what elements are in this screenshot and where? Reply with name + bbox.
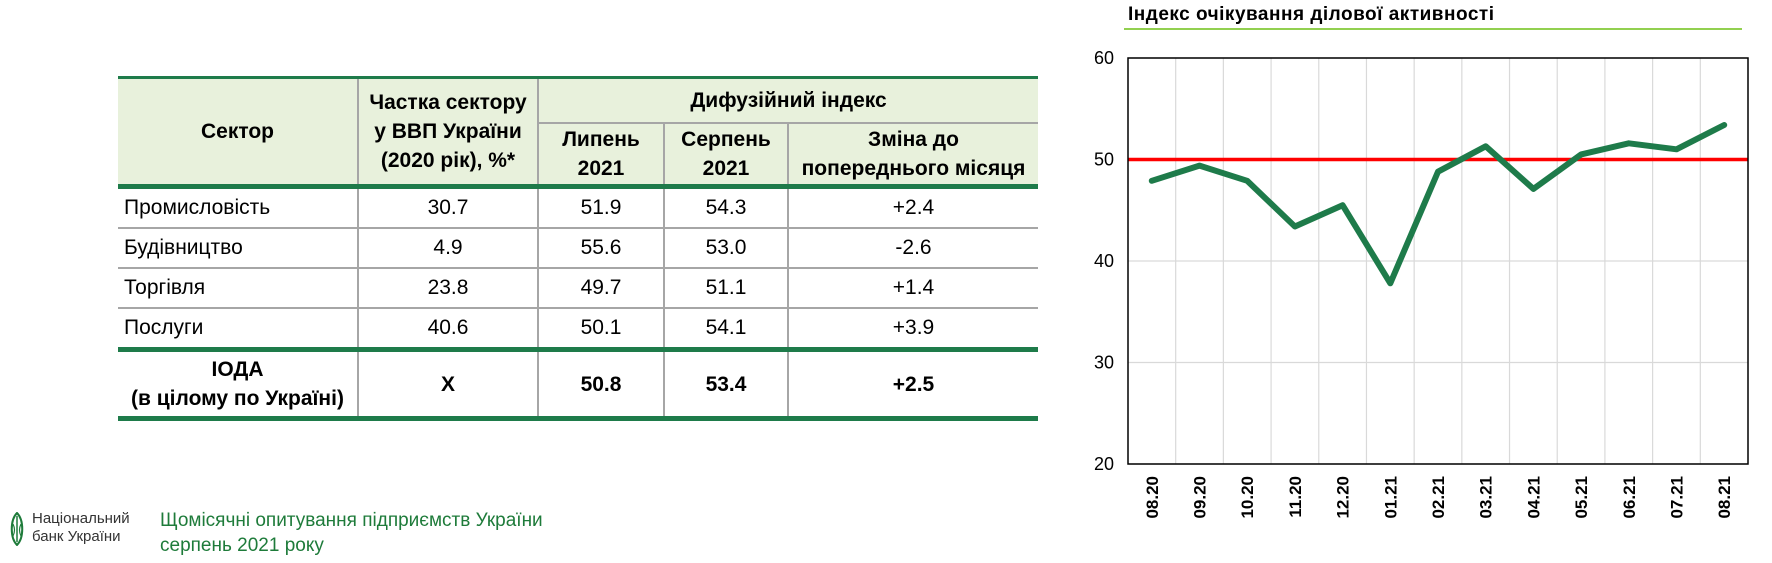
gdp-share: 40.6	[357, 307, 539, 351]
change-value: -2.6	[787, 227, 1038, 269]
bank-name: Національний банк України	[32, 510, 130, 545]
x-tick-label: 07.21	[1667, 476, 1686, 519]
sector-name: Послуги	[118, 307, 359, 351]
y-tick-label: 40	[1094, 251, 1114, 271]
july-value: 51.9	[537, 185, 665, 229]
chart-title-underline	[1124, 28, 1742, 30]
header-sector: Сектор	[118, 76, 359, 189]
header-july: Липень 2021	[538, 122, 665, 189]
chart-title: Індекс очікування ділової активності	[1128, 4, 1495, 25]
august-value: 54.3	[663, 185, 789, 229]
x-tick-label: 06.21	[1620, 476, 1639, 519]
business-activity-table: Сектор Частка сектору у ВВП України (202…	[118, 76, 1038, 421]
sector-name: Промисловість	[118, 185, 359, 229]
survey-caption: Щомісячні опитування підприємств України…	[160, 510, 543, 556]
series-line	[1148, 122, 1728, 287]
x-tick-label: 01.21	[1381, 476, 1400, 519]
y-tick-label: 20	[1094, 454, 1114, 474]
header-diffusion-index: Дифузійний індекс	[537, 76, 1038, 123]
y-tick-label: 30	[1094, 353, 1114, 373]
nbu-logo-icon	[10, 512, 24, 546]
y-tick-label: 60	[1094, 48, 1114, 68]
x-tick-label: 04.21	[1524, 476, 1543, 519]
august-value: 51.1	[663, 267, 789, 309]
x-tick-label: 08.20	[1143, 476, 1162, 519]
gdp-share: 4.9	[357, 227, 539, 269]
total-change-value: +2.5	[787, 347, 1038, 421]
table-row: Послуги 40.6 50.1 54.1 +3.9	[118, 307, 1038, 351]
july-value: 55.6	[537, 227, 665, 269]
header-august: Серпень 2021	[663, 122, 789, 189]
header-share: Частка сектору у ВВП України (2020 рік),…	[357, 76, 539, 189]
july-value: 49.7	[537, 267, 665, 309]
change-value: +2.4	[787, 185, 1038, 229]
y-tick-label: 50	[1094, 150, 1114, 170]
change-value: +3.9	[787, 307, 1038, 351]
gdp-share: 23.8	[357, 267, 539, 309]
total-july-value: 50.8	[537, 347, 665, 421]
business-expectations-chart: 20 30 40 50 60 08.20 09.20 10.20 11.20 12.20 01.2…	[1094, 48, 1749, 519]
table-row: Будівництво 4.9 55.6 53.0 -2.6	[118, 227, 1038, 269]
x-tick-label: 09.20	[1191, 476, 1210, 519]
x-tick-label: 12.20	[1334, 476, 1353, 519]
table-row: Промисловість 30.7 51.9 54.3 +2.4	[118, 185, 1038, 229]
x-tick-label: 08.21	[1715, 476, 1734, 519]
table-row: Торгівля 23.8 49.7 51.1 +1.4	[118, 267, 1038, 309]
august-value: 53.0	[663, 227, 789, 269]
august-value: 54.1	[663, 307, 789, 351]
total-row: ІОДА (в цілому по Україні) Х 50.8 53.4 +2…	[118, 347, 1038, 421]
header-change: Зміна до попереднього місяця	[787, 122, 1038, 189]
sector-name: Будівництво	[118, 227, 359, 269]
gdp-share: 30.7	[357, 185, 539, 229]
x-tick-label: 10.20	[1238, 476, 1257, 519]
x-tick-label: 05.21	[1572, 476, 1591, 519]
x-tick-label: 03.21	[1477, 476, 1496, 519]
july-value: 50.1	[537, 307, 665, 351]
total-sector-name: ІОДА (в цілому по Україні)	[118, 347, 359, 421]
total-gdp-share: Х	[357, 347, 539, 421]
change-value: +1.4	[787, 267, 1038, 309]
total-august-value: 53.4	[663, 347, 789, 421]
x-tick-label: 11.20	[1286, 476, 1305, 518]
plot-frame	[1127, 57, 1749, 465]
sector-name: Торгівля	[118, 267, 359, 309]
x-tick-label: 02.21	[1429, 476, 1448, 519]
